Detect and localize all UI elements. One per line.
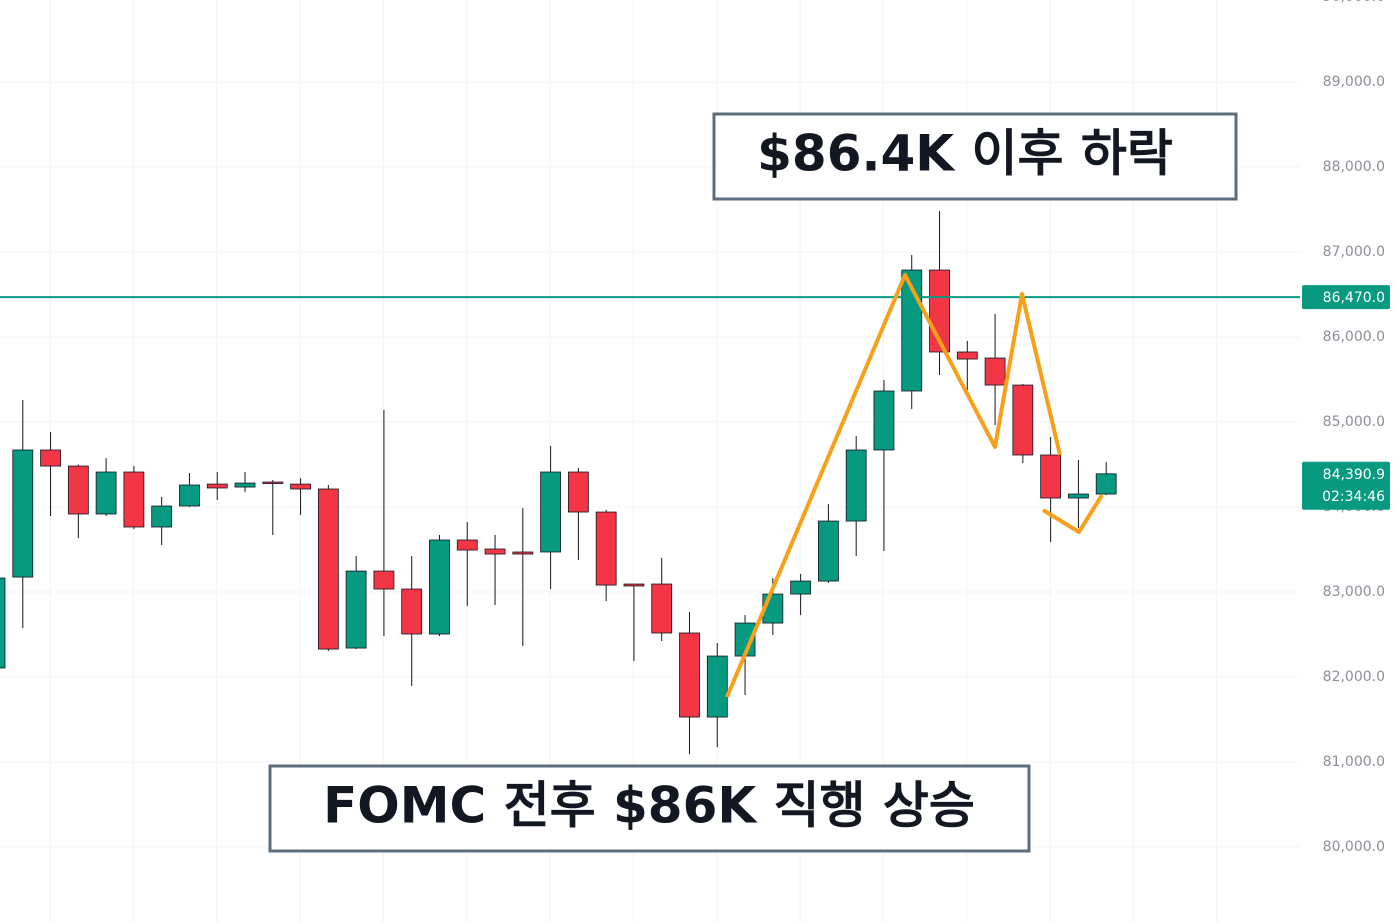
- candle-body: [123, 471, 145, 528]
- candle-body: [456, 539, 478, 551]
- candle-body: [706, 655, 728, 718]
- y-tick-label: 90,000.0: [1323, 0, 1385, 5]
- annotation: FOMC 전후 $86K 직행 상승: [323, 777, 975, 835]
- candle-body: [595, 511, 617, 586]
- candle-body: [484, 548, 506, 555]
- candle-body: [12, 449, 34, 578]
- candle-body: [818, 520, 839, 582]
- candle-body: [206, 483, 228, 489]
- hline-label-bg: [1302, 285, 1390, 310]
- y-tick-label: 80,000.0: [1323, 839, 1385, 855]
- candle-body: [1012, 384, 1034, 456]
- candle-body: [234, 482, 256, 488]
- y-tick-label: 81,000.0: [1323, 754, 1385, 770]
- candle-body: [651, 583, 673, 634]
- candle-body: [984, 357, 1006, 386]
- y-tick-label: 88,000.0: [1323, 159, 1385, 175]
- y-tick-label: 89,000.0: [1323, 74, 1385, 90]
- hline-label: 86,470.0: [1323, 290, 1385, 306]
- candle-body: [790, 580, 812, 595]
- candle-body: [873, 390, 895, 451]
- y-tick-label: 85,000.0: [1323, 414, 1385, 430]
- countdown-label: 02:34:46: [1322, 489, 1385, 505]
- zigzag-drawing: [725, 273, 1062, 698]
- axis-bg: [1300, 0, 1398, 922]
- candle-body: [1068, 493, 1089, 499]
- price-axis: 80,000.081,000.082,000.083,000.084,000.0…: [1300, 0, 1398, 922]
- candle-body: [290, 483, 311, 490]
- candle-body: [0, 577, 6, 669]
- candle-body: [151, 505, 173, 528]
- candle-body: [345, 570, 367, 649]
- candle-body: [401, 588, 423, 635]
- candle-body: [956, 351, 978, 360]
- candle-body: [179, 484, 200, 507]
- candle-body: [567, 471, 589, 513]
- candles: [0, 211, 1300, 755]
- y-tick-label: 86,000.0: [1323, 329, 1385, 345]
- candle-body: [1095, 473, 1117, 495]
- candle-body: [40, 449, 61, 467]
- candle-body: [512, 551, 534, 555]
- y-tick-label: 87,000.0: [1323, 244, 1385, 260]
- candle-body: [679, 632, 700, 718]
- candle-body: [262, 481, 284, 484]
- annotation: $86.4K 이후 하락: [757, 125, 1173, 183]
- candle-body: [67, 465, 89, 515]
- candle-body: [95, 471, 117, 515]
- y-tick-label: 83,000.0: [1323, 584, 1385, 600]
- candle-body: [429, 539, 450, 635]
- last-price-label: 84,390.9: [1323, 467, 1385, 483]
- candle-body: [373, 570, 395, 590]
- candle-body: [540, 471, 561, 553]
- y-tick-label: 82,000.0: [1323, 669, 1385, 685]
- annotation-box: [712, 112, 1238, 201]
- candle-body: [845, 449, 867, 522]
- candle-body: [317, 488, 339, 650]
- annotation-box: [268, 764, 1031, 853]
- zigzag-drawing: [1041, 493, 1104, 534]
- candle-body: [1040, 454, 1062, 499]
- last-price-bg: [1302, 461, 1390, 510]
- candle-body: [623, 583, 645, 587]
